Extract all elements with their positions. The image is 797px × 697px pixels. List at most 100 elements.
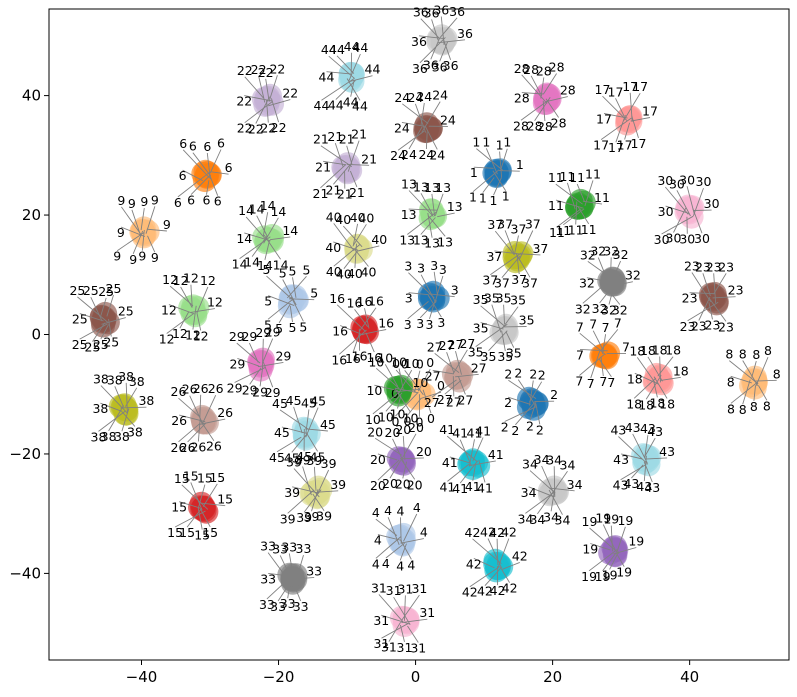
annotation-arrow — [346, 78, 361, 101]
annotation-arrow — [528, 486, 555, 498]
point-label: 23 — [718, 319, 734, 334]
annotation-arrow — [201, 395, 217, 425]
annotation-arrow — [407, 625, 419, 643]
scatter-point — [389, 605, 414, 630]
point-label: 34 — [521, 485, 537, 500]
annotation-arrow — [293, 406, 303, 434]
annotation-arrow — [421, 101, 441, 133]
annotation-arrow — [402, 103, 429, 124]
cluster-40-points — [343, 233, 373, 264]
annotation-arrow — [420, 274, 437, 304]
scatter-point — [254, 228, 279, 253]
point-label: 24 — [394, 120, 410, 135]
annotation-arrow — [335, 80, 356, 100]
point-label: 18 — [640, 343, 656, 358]
annotation-arrow — [602, 95, 628, 121]
point-label: 5 — [275, 321, 283, 336]
point-label: 11 — [559, 169, 575, 184]
point-label: 35 — [519, 313, 535, 328]
annotation-arrow — [244, 76, 264, 99]
point-label: 42 — [480, 525, 496, 540]
annotation-arrow — [499, 148, 508, 172]
point-label: 43 — [644, 480, 660, 495]
annotation-arrow — [439, 41, 449, 62]
point-label: 26 — [208, 381, 224, 396]
annotation-arrow — [751, 360, 757, 378]
annotation-arrow — [425, 131, 428, 150]
point-label: 22 — [251, 62, 267, 77]
point-label: 25 — [98, 284, 114, 299]
point-label: 28 — [513, 118, 529, 133]
annotation-arrow — [620, 453, 643, 460]
annotation-arrow — [141, 229, 145, 251]
annotation-arrow — [529, 470, 556, 494]
annotation-arrow — [114, 386, 124, 408]
point-label: 7 — [587, 376, 595, 391]
annotation-arrow — [375, 536, 402, 559]
point-label: 1 — [503, 135, 511, 150]
point-label: 21 — [337, 187, 353, 202]
annotation-arrow — [259, 365, 264, 387]
annotation-arrow — [290, 578, 302, 602]
annotation-arrow — [437, 212, 455, 218]
point-label: 41 — [452, 426, 468, 441]
annotation-arrow — [589, 527, 620, 554]
annotation-arrow — [268, 295, 295, 307]
annotation-arrow — [98, 410, 126, 432]
annotation-arrow — [480, 305, 505, 326]
point-label: 40 — [371, 232, 387, 247]
point-label: 33 — [260, 571, 276, 586]
point-label: 22 — [271, 120, 287, 135]
point-label: 42 — [465, 525, 481, 540]
annotation-arrow — [376, 367, 400, 389]
point-label: 3 — [416, 316, 424, 331]
annotation-arrow — [199, 502, 226, 507]
annotation-arrow — [323, 160, 347, 166]
annotation-arrow — [198, 418, 226, 425]
point-label: 6 — [174, 195, 182, 210]
point-label: 18 — [652, 343, 668, 358]
point-label: 9 — [151, 250, 159, 265]
point-label: 26 — [190, 440, 206, 455]
annotation-arrow — [521, 74, 548, 104]
annotation-arrow — [265, 78, 270, 100]
annotation-arrow — [116, 232, 145, 252]
scatter-point — [93, 301, 118, 326]
annotation-arrow — [544, 96, 568, 103]
point-label: 12 — [207, 295, 223, 310]
point-label: 25 — [106, 281, 122, 296]
annotation-arrow — [438, 39, 466, 44]
annotation-arrow — [600, 356, 604, 377]
annotation-arrow — [520, 99, 550, 121]
point-label: 9 — [117, 225, 125, 240]
point-label: 26 — [171, 384, 187, 399]
annotation-arrow — [586, 277, 613, 283]
point-label: 15 — [183, 468, 199, 483]
point-label: 29 — [242, 382, 258, 397]
point-label: 29 — [241, 329, 257, 344]
annotation-arrow — [278, 303, 291, 324]
point-label: 33 — [260, 539, 276, 554]
point-label: 3 — [417, 261, 425, 276]
annotation-arrow — [385, 392, 403, 412]
point-label: 41 — [477, 480, 493, 495]
point-label: 29 — [255, 325, 271, 340]
point-label: 5 — [264, 317, 272, 332]
cluster-30-points — [674, 194, 705, 229]
annotation-arrow — [414, 370, 421, 393]
point-label: 0 — [392, 356, 400, 371]
point-label: 27 — [437, 392, 453, 407]
annotation-arrow — [449, 456, 471, 464]
point-label: 13 — [401, 207, 417, 222]
point-label: 36 — [423, 57, 439, 72]
annotation-arrow — [296, 576, 315, 580]
point-label: 9 — [128, 196, 136, 211]
point-label: 9 — [163, 217, 171, 232]
point-label: 40 — [361, 265, 377, 280]
point-label: 11 — [594, 190, 610, 205]
point-label: 40 — [347, 266, 363, 281]
annotation-arrow — [472, 538, 502, 565]
point-label: 19 — [581, 569, 597, 584]
